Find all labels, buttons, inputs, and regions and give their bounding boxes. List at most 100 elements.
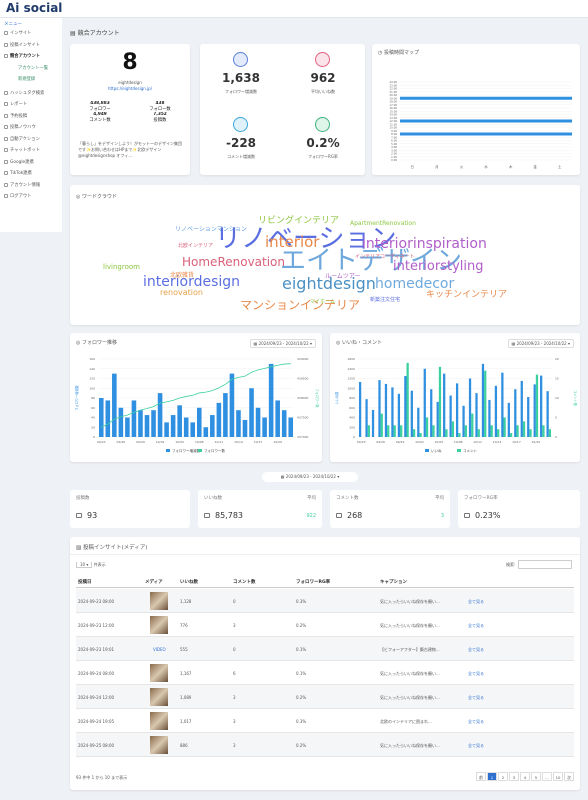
y-tick-label: 18:00 [390,100,398,104]
word: livingroom [103,263,140,271]
see-all-link[interactable]: 全て見る [468,719,484,724]
bar [471,413,474,437]
page-button[interactable]: 次 [564,772,574,781]
engagement-chart-title-text: いいね・コメント [341,340,382,346]
x-tick-label: 10/20 [273,440,282,444]
bar [516,425,519,437]
page-button[interactable]: 10 [553,772,563,781]
legend-label: いいね [431,448,442,453]
column-header: メディア [145,580,163,585]
page-size-suffix: 件表示 [93,562,106,567]
page-button[interactable]: 前 [476,772,486,781]
profile-logo: 8 [122,50,138,75]
table-cell: 3 [233,623,236,628]
page-button[interactable]: 3 [509,772,519,781]
see-all-link[interactable]: 全て見る [468,623,484,628]
legend-swatch [166,449,170,452]
profile-stat-label: フォロー数 [149,107,171,112]
sidebar-item[interactable]: アカウント一覧 [18,65,49,71]
bar [535,374,539,437]
sidebar-item[interactable]: ログアウト [10,194,32,199]
page-size-select[interactable]: 10 ▾ [76,562,93,568]
table-cell: 555 [180,647,188,652]
profile-card: 8 eightdesign https://eightdesign.jp/ 「暮… [70,44,190,175]
bar [425,417,429,437]
bar [548,429,552,437]
summary-label: いいね数 [204,496,222,501]
sidebar-item[interactable]: 自動アクション [10,136,40,142]
bar [157,393,163,437]
word: interiorinspiration [362,236,487,252]
table-cell: 気に入ったらいいね保存を願い... [380,623,440,628]
engagement-date-range[interactable]: ▦ 2024/09/23 - 2024/10/22 ▾ [507,339,574,348]
legend-label: フォロワー増減数 [172,448,200,453]
page-button[interactable]: ... [542,772,552,781]
profile-stat-label: フォロワー [89,107,111,112]
word: ApartmentRenovation [350,220,416,227]
word: HomeRenovation [182,255,285,269]
bar [443,373,446,437]
sidebar-item[interactable]: Google連携 [10,159,34,165]
bar [384,383,388,437]
follower-date-range[interactable]: ▦ 2024/09/23 - 2024/10/22 ▾ [249,339,316,348]
bar [497,429,500,437]
date-range-picker[interactable]: ▦ 2024/09/23 - 2024/10/22 ▾ [262,472,358,482]
y-tick-label: 60 [91,406,95,410]
x-tick-label: 10/08 [195,440,204,444]
sidebar-item[interactable]: チャットボット [10,148,41,153]
kpi-icon [233,52,248,67]
summary-icon [464,513,470,518]
y-tick-label: 2:00 [391,152,397,156]
bar [436,401,439,437]
y-tick-label: 5:00 [391,142,397,146]
bar [445,429,448,437]
sidebar-item[interactable]: レポート [10,102,28,107]
table-cell: 2024-09-24 08:00 [78,671,115,676]
profile-url[interactable]: https://eightdesign.jp/ [107,86,153,91]
sidebar-item[interactable]: インサイト [10,31,32,36]
table-cell: 1,128 [180,599,192,604]
see-all-link[interactable]: 全て見る [468,599,484,604]
sidebar-item[interactable]: 新規登録 [18,77,36,82]
sidebar-item[interactable]: 競合アカウント [10,54,41,59]
page-button[interactable]: 1 [487,772,497,781]
word: homedecor [375,276,454,292]
sidebar-item[interactable]: 投稿ノウハウ [10,125,36,130]
see-all-link[interactable]: 全て見る [468,647,484,652]
sidebar-item[interactable]: TikTok連携 [10,171,32,176]
page-button[interactable]: 2 [498,772,508,781]
sidebar-item[interactable]: ハッシュタグ検索 [10,90,45,96]
table-cell: 気に入ったらいいね保存を願い... [380,743,440,748]
bar [464,425,467,437]
thumbnail [150,736,168,754]
table-cell: 0 [233,647,236,652]
bar [494,385,498,437]
bar [455,383,459,437]
sidebar-icon [4,90,8,95]
bar [118,407,124,437]
x-tick-label: 10/14 [493,440,502,444]
see-all-link[interactable]: 全て見る [468,671,484,676]
see-all-link[interactable]: 全て見る [468,743,484,748]
word: リビングインテリア [258,214,339,226]
page-button[interactable]: 5 [531,772,541,781]
page-button[interactable]: 4 [520,772,530,781]
y2-tick-label: 20 [555,357,559,361]
word: interiordesign [143,274,240,290]
sidebar-item[interactable]: 予約投稿 [10,113,28,119]
sidebar-item[interactable]: 投稿インサイト [10,42,41,48]
y-axis-title: いいね数 [334,391,339,405]
word: 北欧インテリア [178,242,213,249]
bar [475,393,478,437]
sidebar-item[interactable]: アカウント情報 [10,182,41,188]
logo[interactable]: Ai social [6,1,63,15]
date-range-text: 2024/09/23 - 2024/10/22 [285,474,336,479]
bar [527,397,530,437]
search-input[interactable] [518,560,572,569]
table-cell: 気に入ったらいいね保存を願い... [380,671,440,676]
see-all-link[interactable]: 全て見る [468,695,484,700]
column-header: フォロワーRG率 [296,580,331,585]
y-tick-label: 23:00 [390,83,398,87]
word: キッチンインテリア [426,289,507,300]
